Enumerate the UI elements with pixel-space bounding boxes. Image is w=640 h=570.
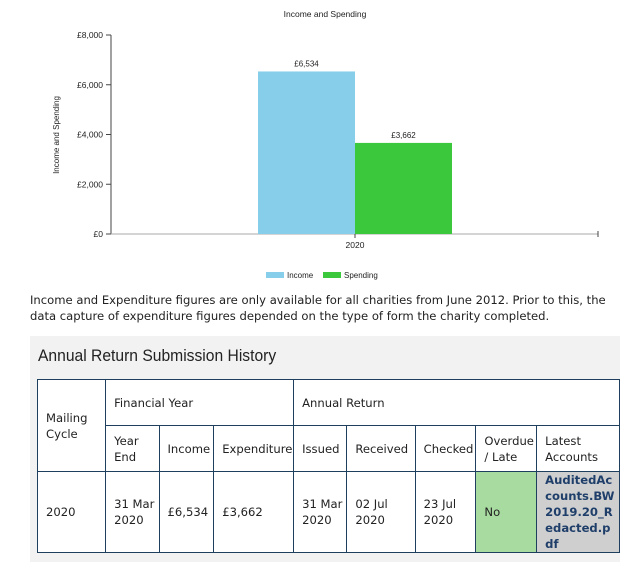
header-year-end: Year End (105, 425, 160, 472)
bar-spending (355, 142, 452, 234)
y-tick-label: £2,000 (77, 179, 103, 189)
header-row-columns: Year End Income Expenditure Issued Recei… (38, 425, 620, 472)
y-tick-label: £0 (94, 229, 104, 239)
y-tick-label: £4,000 (77, 130, 103, 140)
legend-swatch-spending (323, 272, 341, 278)
cell-latest-accounts: AuditedAccounts.BW2019.20_Redacted.pdf (536, 471, 620, 553)
income-spending-chart: Income and Spending Income and Spending … (52, 9, 599, 280)
header-income: Income (158, 425, 215, 472)
legend-label-income: Income (287, 271, 314, 280)
header-annual-return: Annual Return (293, 379, 620, 426)
annual-return-history-panel: Annual Return Submission History Mailing… (30, 336, 620, 562)
x-tick-label-2020: 2020 (346, 240, 365, 250)
header-latest-accounts: Latest Accounts (536, 425, 620, 472)
header-received: Received (346, 425, 416, 472)
header-expenditure: Expenditure (213, 425, 295, 472)
header-checked: Checked (414, 425, 477, 472)
cell-received: 02 Jul 2020 (346, 471, 416, 553)
accounts-download-link[interactable]: AuditedAccounts.BW2019.20_Redacted.pdf (545, 473, 615, 551)
header-row-group: Mailing Cycle Financial Year Annual Retu… (36, 379, 620, 472)
header-issued: Issued (293, 425, 348, 472)
table-row: 2020 31 Mar 2020 £6,534 £3,662 31 Mar 20… (36, 471, 620, 553)
y-tick-label: £8,000 (77, 30, 103, 40)
cell-mailing-cycle: 2020 (36, 471, 107, 553)
chart-title: Income and Spending (284, 9, 367, 19)
bar-income (258, 71, 355, 234)
cell-overdue: No (475, 471, 538, 553)
data-label-income: £6,534 (294, 59, 319, 68)
submission-history-table: Mailing Cycle Financial Year Annual Retu… (36, 379, 620, 553)
cell-expenditure: £3,662 (213, 471, 295, 553)
legend-label-spending: Spending (344, 271, 378, 280)
figures-note: Income and Expenditure figures are only … (30, 293, 606, 323)
y-tick-label: £6,000 (77, 80, 103, 90)
data-label-spending: £3,662 (391, 131, 416, 140)
header-overdue: Overdue / Late (475, 425, 538, 472)
cell-checked: 23 Jul 2020 (414, 471, 477, 553)
cell-year-end: 31 Mar 2020 (105, 471, 160, 553)
legend-swatch-income (266, 272, 284, 278)
header-financial-year: Financial Year (105, 379, 295, 426)
cell-issued: 31 Mar 2020 (293, 471, 348, 553)
header-mailing-cycle: Mailing Cycle (36, 379, 107, 472)
section-title: Annual Return Submission History (38, 346, 277, 365)
cell-income: £6,534 (158, 471, 215, 553)
y-axis-label: Income and Spending (52, 96, 61, 174)
